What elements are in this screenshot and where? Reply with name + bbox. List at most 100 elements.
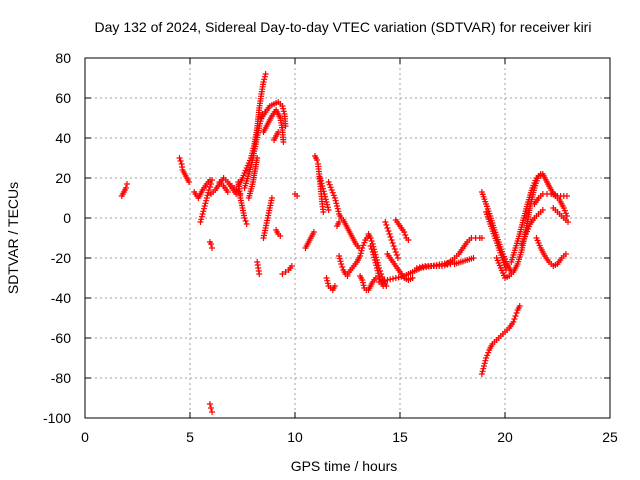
data-point [317, 177, 324, 184]
data-point [413, 265, 420, 271]
data-point [321, 191, 328, 197]
data-point [382, 219, 389, 225]
data-point [368, 246, 375, 252]
data-point [324, 201, 331, 208]
data-point [368, 238, 375, 244]
data-point [338, 261, 345, 267]
data-points [118, 71, 571, 415]
data-point [372, 259, 379, 266]
data-point [387, 234, 394, 240]
data-point [359, 245, 366, 251]
data-point [332, 197, 339, 204]
data-point [374, 267, 381, 274]
data-point [537, 171, 544, 177]
data-point [384, 225, 391, 231]
data-point [176, 155, 183, 161]
data-point [201, 205, 207, 212]
data-point [324, 204, 331, 211]
data-point [478, 371, 485, 377]
data-point [320, 185, 326, 192]
data-point [208, 405, 214, 411]
data-point [387, 276, 394, 283]
data-point [388, 237, 395, 243]
data-point [268, 195, 275, 201]
grid [85, 58, 610, 418]
data-point [512, 313, 519, 319]
data-point [565, 219, 571, 225]
data-point [416, 264, 423, 271]
data-point [539, 207, 546, 213]
data-point [409, 275, 416, 281]
data-point [357, 250, 364, 257]
y-tick-label: -80 [51, 370, 71, 386]
chart-title: Day 132 of 2024, Sidereal Day-to-day VTE… [95, 19, 592, 35]
data-point [361, 239, 368, 246]
x-tick-label: 5 [186, 429, 194, 445]
data-point [384, 277, 391, 283]
data-point [333, 200, 340, 207]
axis-ticks: 0 5 10 15 20 25 -100 -80 -60 -40 -20 0 20 40 60 80 [43, 50, 618, 445]
data-point [124, 181, 130, 187]
data-point [484, 352, 491, 359]
data-point [323, 199, 330, 205]
data-point [335, 208, 342, 215]
data-point [481, 363, 487, 369]
data-point [241, 215, 248, 221]
data-point [202, 200, 209, 207]
data-point [376, 273, 382, 279]
data-point [372, 275, 379, 281]
data-point [359, 277, 366, 283]
data-point [357, 253, 364, 259]
data-point [330, 192, 337, 199]
data-point [395, 274, 402, 281]
data-point [208, 181, 214, 187]
y-tick-label: -100 [43, 410, 71, 426]
data-point [390, 243, 397, 249]
data-point [323, 275, 330, 281]
data-point [325, 207, 332, 213]
data-point [280, 139, 287, 145]
data-point [209, 177, 216, 183]
data-point [336, 253, 343, 259]
data-point [317, 175, 324, 181]
data-point [394, 255, 401, 261]
data-point [261, 76, 268, 83]
data-point [319, 183, 326, 189]
data-point [337, 258, 344, 265]
data-point [563, 213, 570, 219]
data-point [479, 368, 486, 375]
data-point [376, 279, 382, 285]
data-point [359, 279, 366, 286]
data-point [256, 271, 263, 277]
data-point [198, 213, 205, 220]
data-point [280, 108, 287, 115]
data-point [369, 249, 376, 255]
y-tick-label: 40 [55, 130, 71, 146]
data-point [209, 409, 216, 415]
data-point [390, 275, 396, 282]
data-point [358, 247, 365, 254]
y-tick-label: -40 [51, 290, 71, 306]
data-point [205, 187, 212, 193]
data-point [197, 219, 204, 225]
data-point [371, 257, 378, 263]
data-point [481, 360, 488, 367]
data-point [243, 221, 250, 227]
x-tick-label: 25 [602, 429, 618, 445]
data-point [516, 303, 523, 309]
data-point [405, 237, 412, 243]
y-tick-label: 20 [55, 170, 71, 186]
data-point [485, 349, 492, 356]
data-point [282, 123, 289, 129]
data-point [277, 233, 284, 239]
data-point [198, 216, 205, 223]
data-point [336, 255, 343, 262]
data-point [204, 192, 211, 199]
data-point [279, 271, 286, 277]
y-tick-label: 80 [55, 50, 71, 66]
data-point [375, 270, 382, 277]
data-point [562, 210, 569, 217]
data-point [201, 203, 208, 209]
x-tick-label: 0 [81, 429, 89, 445]
